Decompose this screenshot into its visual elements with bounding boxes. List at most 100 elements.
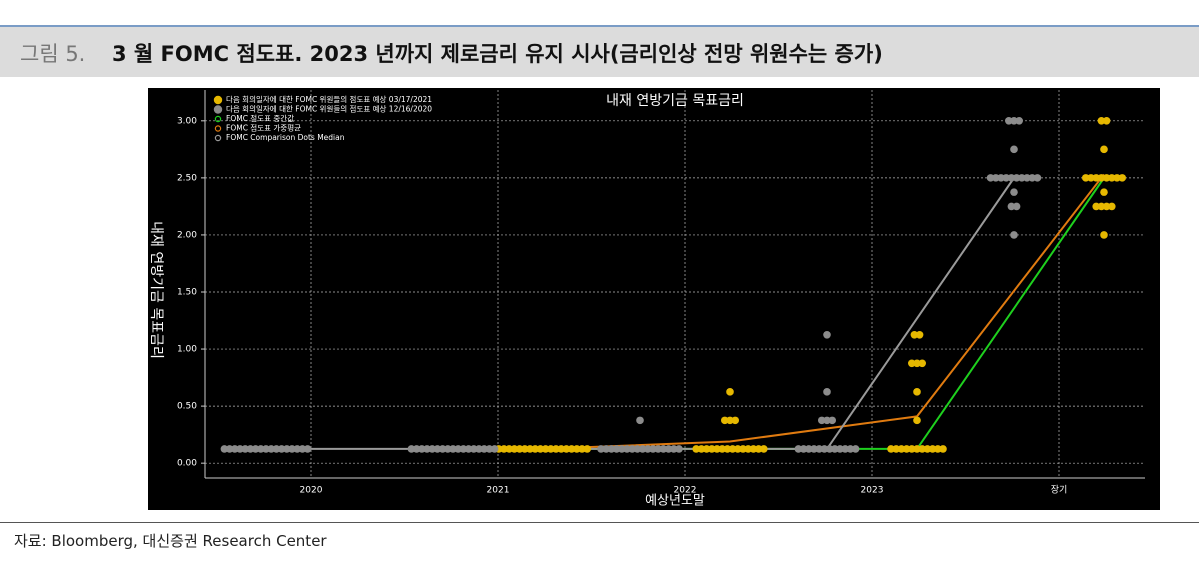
dot [721, 416, 729, 425]
dot [825, 445, 834, 453]
y-tick-label: 1.50 [177, 287, 197, 297]
dot [1087, 174, 1095, 182]
dot [490, 445, 499, 453]
dot [986, 174, 995, 182]
header-band: 그림 5. 3 월 FOMC 점도표. 2023 년까지 제로금리 유지 시사(… [0, 25, 1199, 77]
dot [454, 445, 463, 453]
dot [1028, 174, 1036, 182]
dot [557, 445, 565, 453]
dot [423, 445, 431, 453]
figure-label: 그림 5. [20, 42, 86, 66]
dot [418, 445, 426, 453]
dot [578, 445, 586, 453]
dot [444, 445, 452, 453]
legend-label: FOMC 점도표 가중평균 [226, 123, 301, 133]
dot [918, 359, 926, 368]
dot [283, 445, 291, 453]
dot [823, 416, 831, 425]
dot [692, 445, 700, 453]
dot [815, 445, 823, 453]
line-series [542, 173, 1105, 450]
y-tick-label: 0.50 [177, 402, 197, 412]
dot [521, 445, 529, 453]
dot [823, 330, 831, 339]
dot [723, 445, 732, 453]
dot [241, 445, 249, 453]
y-tick-label: 0.00 [177, 459, 197, 469]
legend-marker [214, 115, 222, 123]
dot [794, 445, 803, 453]
dot [262, 445, 270, 453]
figure-title: 3 월 FOMC 점도표. 2023 년까지 제로금리 유지 시사(금리인상 전… [112, 42, 883, 66]
dot [459, 445, 468, 453]
dot [246, 445, 255, 453]
y-tick-label: 2.00 [177, 230, 197, 240]
dot [505, 445, 513, 453]
legend-label: FOMC Comparison Dots Median [226, 133, 345, 142]
dot [887, 445, 895, 453]
dot [654, 445, 662, 453]
dot [718, 445, 726, 453]
dot [449, 445, 457, 453]
x-tick-label: 2021 [487, 486, 510, 496]
dot [583, 445, 591, 453]
dot [902, 445, 911, 453]
dot [1002, 174, 1010, 182]
dot [1023, 174, 1031, 182]
dot [892, 445, 900, 453]
legend-label: 다음 회의일자에 대한 FOMC 위원들의 점도표 예상 12/16/2020 [226, 104, 432, 114]
legend-marker [213, 95, 223, 105]
dot [485, 445, 494, 453]
dot [713, 445, 721, 453]
dot [464, 445, 473, 453]
dot [831, 445, 839, 453]
dot [536, 445, 545, 453]
chart-title: 내재 연방기금 목표금리 [606, 93, 744, 109]
dot [805, 445, 813, 453]
dot [726, 416, 734, 425]
dot [567, 445, 576, 453]
dot [277, 445, 286, 453]
dot [428, 445, 437, 453]
dot [562, 445, 571, 453]
dot [799, 445, 808, 453]
dot [1010, 231, 1018, 239]
dot [272, 445, 281, 453]
dot [649, 445, 657, 453]
dot [257, 445, 265, 453]
dot [526, 445, 534, 453]
dot [731, 416, 739, 425]
dot [293, 445, 302, 453]
dot [475, 445, 483, 453]
dot [1108, 202, 1116, 211]
dot [303, 445, 312, 453]
dot [1010, 145, 1018, 154]
dot [928, 445, 937, 453]
dot [913, 388, 921, 396]
dot [1015, 117, 1023, 125]
dot [997, 174, 1005, 182]
dot [470, 445, 478, 453]
dot [908, 445, 916, 453]
x-tick-label: 장기 [1051, 485, 1068, 496]
dot [407, 445, 416, 453]
dot [1092, 202, 1100, 211]
dot [1108, 174, 1116, 182]
dot [726, 388, 734, 396]
dot [934, 445, 942, 453]
dot [1012, 174, 1021, 182]
x-tick-label: 2020 [300, 486, 323, 496]
dot [918, 445, 926, 453]
source: 자료: Bloomberg, 대신증권 Research Center [14, 532, 327, 550]
x-tick-label: 2023 [861, 486, 884, 496]
dot [1100, 145, 1108, 154]
dot [618, 445, 626, 453]
dot [675, 445, 683, 453]
dot [744, 445, 752, 453]
dot [636, 416, 644, 425]
dot [547, 445, 555, 453]
dot [841, 445, 849, 453]
dot [1097, 174, 1106, 182]
